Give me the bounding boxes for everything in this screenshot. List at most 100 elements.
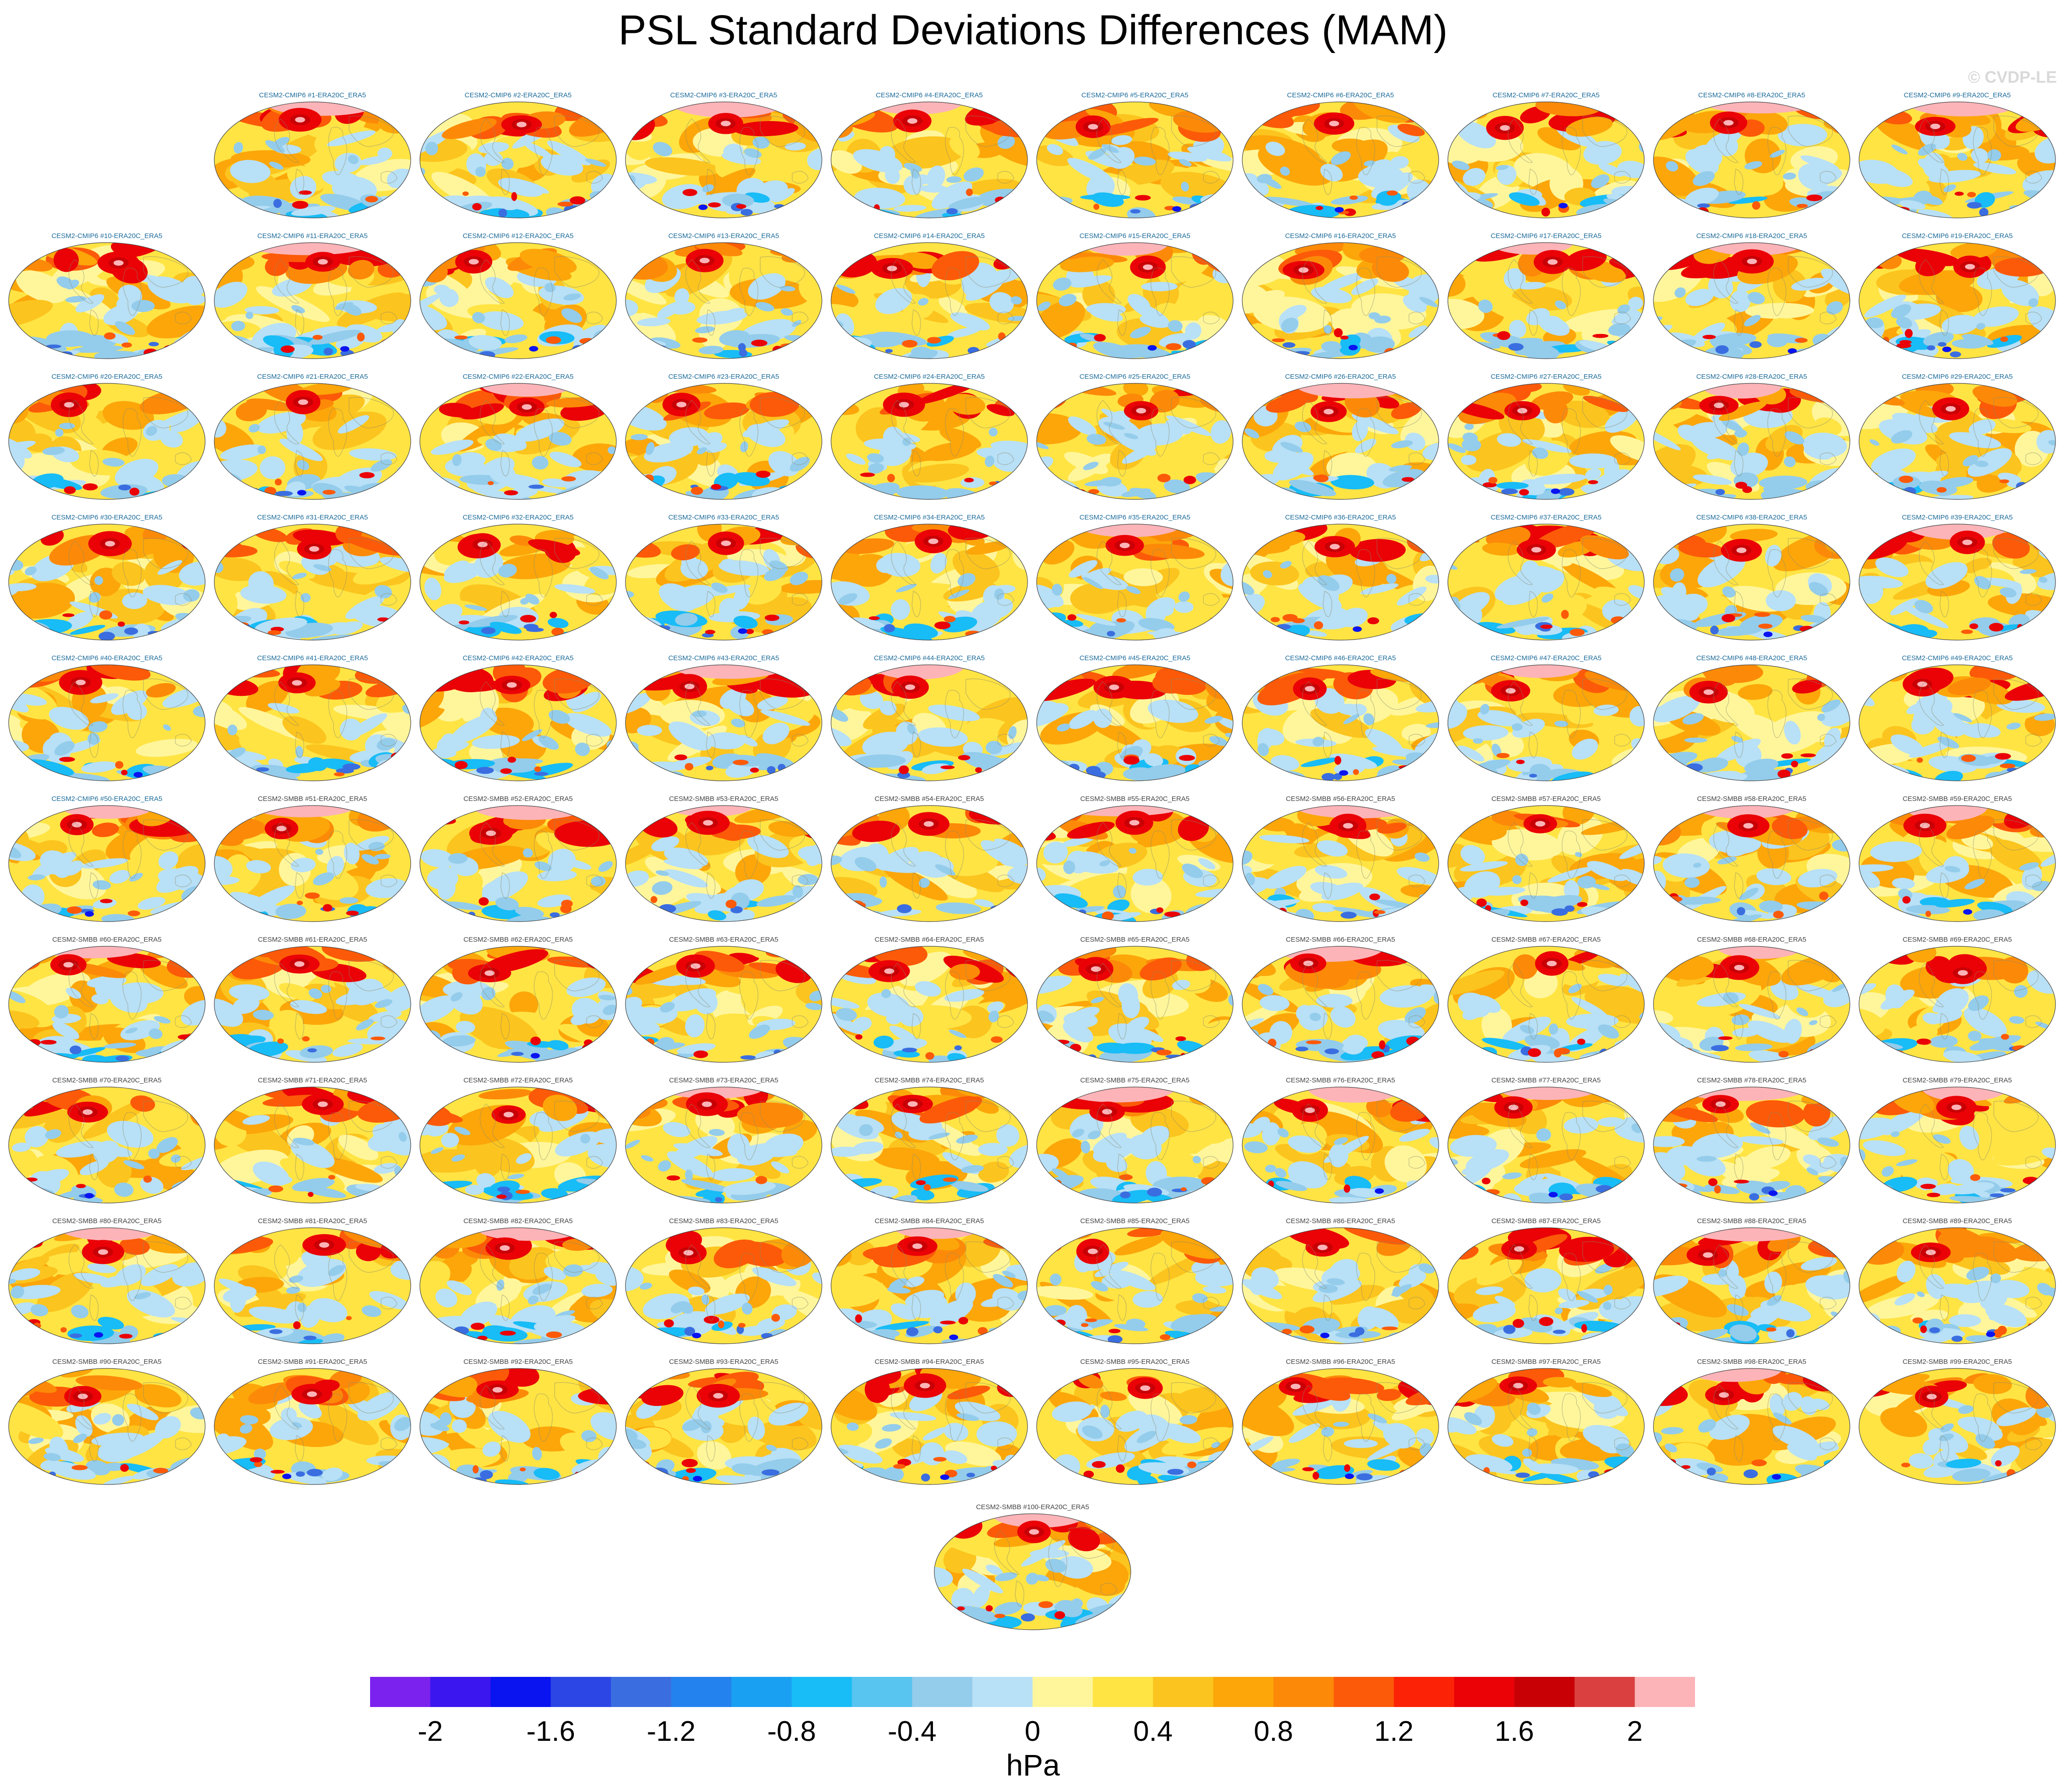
map-field: [1859, 242, 2056, 359]
panel-label: CESM2-SMBB #59-ERA20C_ERA5: [1902, 795, 2012, 803]
panel-label: CESM2-SMBB #56-ERA20C_ERA5: [1286, 795, 1395, 803]
map-panel: CESM2-SMBB #56-ERA20C_ERA5: [1240, 795, 1441, 932]
map-field: [8, 383, 206, 500]
map-panel: CESM2-SMBB #97-ERA20C_ERA5: [1446, 1358, 1647, 1495]
colorbar-tick-label: -0.4: [888, 1716, 937, 1745]
map-panel: CESM2-CMIP6 #43-ERA20C_ERA5: [623, 654, 824, 791]
panel-label: CESM2-CMIP6 #9-ERA20C_ERA5: [1903, 91, 2011, 99]
map-panel: CESM2-CMIP6 #2-ERA20C_ERA5: [418, 91, 619, 228]
map-field: [8, 242, 206, 359]
panel-label: CESM2-SMBB #81-ERA20C_ERA5: [258, 1217, 367, 1225]
panel-label: CESM2-CMIP6 #50-ERA20C_ERA5: [51, 795, 163, 803]
panel-label: CESM2-CMIP6 #11-ERA20C_ERA5: [257, 232, 368, 240]
map-field: [1859, 946, 2056, 1063]
map-panel: CESM2-SMBB #75-ERA20C_ERA5: [1034, 1076, 1235, 1214]
map-panel: CESM2-CMIP6 #21-ERA20C_ERA5: [212, 373, 413, 510]
map-field: [1859, 101, 2056, 218]
map-field: [1036, 242, 1234, 359]
map-panel: CESM2-CMIP6 #27-ERA20C_ERA5: [1446, 373, 1647, 510]
map-panel-grid: CESM2-CMIP6 #1-ERA20C_ERA5 CESM2-CMIP6 #2…: [6, 91, 2058, 1640]
map-panel: CESM2-SMBB #62-ERA20C_ERA5: [418, 936, 619, 1073]
map-field: [8, 524, 206, 641]
map-field: [1242, 1368, 1439, 1485]
map-panel: CESM2-SMBB #60-ERA20C_ERA5: [6, 936, 207, 1073]
panel-label: CESM2-CMIP6 #1-ERA20C_ERA5: [259, 91, 366, 99]
map-field: [8, 946, 206, 1063]
map-panel: CESM2-SMBB #84-ERA20C_ERA5: [829, 1217, 1030, 1354]
panel-label: CESM2-SMBB #88-ERA20C_ERA5: [1697, 1217, 1806, 1225]
chart-title: PSL Standard Deviations Differences (MAM…: [618, 7, 1448, 53]
map-panel: CESM2-CMIP6 #12-ERA20C_ERA5: [418, 232, 619, 369]
map-field: [831, 1227, 1028, 1344]
panel-label: CESM2-SMBB #92-ERA20C_ERA5: [463, 1358, 573, 1366]
map-panel: CESM2-SMBB #70-ERA20C_ERA5: [6, 1076, 207, 1214]
map-panel: CESM2-CMIP6 #31-ERA20C_ERA5: [212, 514, 413, 651]
panel-label: CESM2-SMBB #62-ERA20C_ERA5: [463, 936, 573, 944]
map-panel: CESM2-SMBB #51-ERA20C_ERA5: [212, 795, 413, 932]
map-panel: CESM2-CMIP6 #8-ERA20C_ERA5: [1651, 91, 1852, 228]
map-field: [831, 1368, 1028, 1485]
map-field: [1653, 1227, 1850, 1344]
panel-label: CESM2-SMBB #79-ERA20C_ERA5: [1902, 1076, 2012, 1084]
panel-label: CESM2-CMIP6 #44-ERA20C_ERA5: [874, 654, 985, 662]
map-field: [625, 1087, 822, 1204]
map-field: [1242, 101, 1439, 218]
panel-label: CESM2-SMBB #68-ERA20C_ERA5: [1697, 936, 1806, 944]
map-panel: CESM2-SMBB #86-ERA20C_ERA5: [1240, 1217, 1441, 1354]
panel-label: CESM2-SMBB #93-ERA20C_ERA5: [669, 1358, 779, 1366]
map-field: [831, 524, 1028, 641]
panel-label: CESM2-CMIP6 #4-ERA20C_ERA5: [875, 91, 983, 99]
map-panel: CESM2-SMBB #71-ERA20C_ERA5: [212, 1076, 413, 1214]
map-panel: CESM2-SMBB #66-ERA20C_ERA5: [1240, 936, 1441, 1073]
panel-label: CESM2-SMBB #100-ERA20C_ERA5: [976, 1503, 1089, 1511]
map-panel: CESM2-CMIP6 #20-ERA20C_ERA5: [6, 373, 207, 510]
map-panel: CESM2-CMIP6 #9-ERA20C_ERA5: [1857, 91, 2058, 228]
colorbar-swatch: [671, 1677, 732, 1707]
map-panel: CESM2-SMBB #100-ERA20C_ERA5: [932, 1503, 1133, 1640]
panel-label: CESM2-SMBB #84-ERA20C_ERA5: [874, 1217, 984, 1225]
map-field: [419, 524, 617, 641]
map-panel: CESM2-CMIP6 #5-ERA20C_ERA5: [1034, 91, 1235, 228]
colorbar-swatch: [1635, 1677, 1695, 1707]
map-panel: CESM2-SMBB #89-ERA20C_ERA5: [1857, 1217, 2058, 1354]
panel-label: CESM2-SMBB #69-ERA20C_ERA5: [1902, 936, 2012, 944]
map-field: [625, 805, 822, 922]
colorbar-tick-label: -1.6: [526, 1716, 575, 1745]
colorbar-swatch: [551, 1677, 611, 1707]
map-field: [1036, 1087, 1234, 1204]
colorbar-swatch: [852, 1677, 912, 1707]
map-panel: CESM2-CMIP6 #39-ERA20C_ERA5: [1857, 514, 2058, 651]
map-panel: CESM2-CMIP6 #23-ERA20C_ERA5: [623, 373, 824, 510]
panel-label: CESM2-SMBB #91-ERA20C_ERA5: [258, 1358, 367, 1366]
panel-label: CESM2-CMIP6 #41-ERA20C_ERA5: [257, 654, 368, 662]
map-panel: CESM2-CMIP6 #36-ERA20C_ERA5: [1240, 514, 1441, 651]
map-field: [1653, 242, 1850, 359]
map-panel: CESM2-SMBB #77-ERA20C_ERA5: [1446, 1076, 1647, 1214]
colorbar-tick-label: 1.6: [1494, 1716, 1534, 1745]
map-field: [1242, 946, 1439, 1063]
map-field: [625, 664, 822, 781]
panel-label: CESM2-CMIP6 #32-ERA20C_ERA5: [462, 514, 574, 521]
colorbar-swatch: [370, 1677, 431, 1707]
colorbar-swatch: [912, 1677, 973, 1707]
panel-label: CESM2-SMBB #70-ERA20C_ERA5: [52, 1076, 162, 1084]
panel-label: CESM2-CMIP6 #40-ERA20C_ERA5: [51, 654, 163, 662]
panel-label: CESM2-CMIP6 #13-ERA20C_ERA5: [668, 232, 779, 240]
panel-label: CESM2-CMIP6 #16-ERA20C_ERA5: [1285, 232, 1396, 240]
map-field: [419, 946, 617, 1063]
map-panel: CESM2-CMIP6 #29-ERA20C_ERA5: [1857, 373, 2058, 510]
panel-label: CESM2-CMIP6 #30-ERA20C_ERA5: [51, 514, 163, 521]
panel-label: CESM2-SMBB #97-ERA20C_ERA5: [1491, 1358, 1601, 1366]
map-panel: CESM2-CMIP6 #18-ERA20C_ERA5: [1651, 232, 1852, 369]
map-panel: CESM2-SMBB #53-ERA20C_ERA5: [623, 795, 824, 932]
map-panel: CESM2-CMIP6 #40-ERA20C_ERA5: [6, 654, 207, 791]
map-field: [1447, 1087, 1645, 1204]
map-field: [1447, 664, 1645, 781]
map-field: [1653, 664, 1850, 781]
map-panel: CESM2-CMIP6 #19-ERA20C_ERA5: [1857, 232, 2058, 369]
map-field: [214, 805, 411, 922]
panel-label: CESM2-SMBB #85-ERA20C_ERA5: [1080, 1217, 1190, 1225]
colorbar-tick-label: 0.8: [1254, 1716, 1293, 1745]
map-field: [1242, 664, 1439, 781]
map-panel: CESM2-SMBB #74-ERA20C_ERA5: [829, 1076, 1030, 1214]
